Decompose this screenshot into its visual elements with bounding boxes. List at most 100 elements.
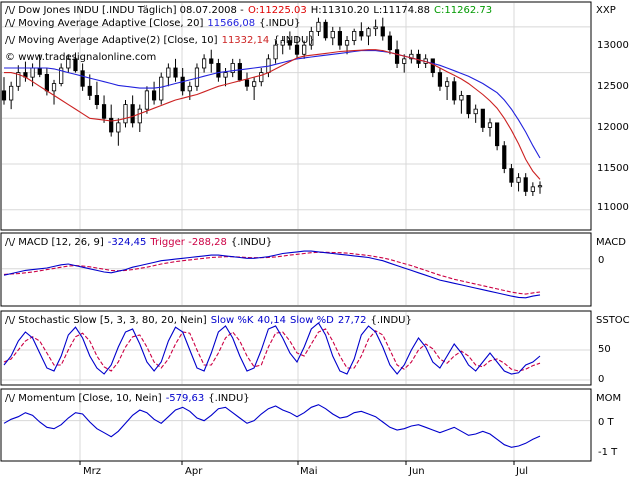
- candle-body: [151, 90, 157, 101]
- grid-layer: [2, 3, 590, 465]
- stoch-axis-label: SSTOC: [596, 315, 630, 326]
- macd-series-layer: [2, 250, 590, 299]
- candle-body: [523, 177, 528, 192]
- chart-legend-icon: /\/: [5, 18, 18, 29]
- candle-body: [209, 58, 214, 64]
- candle-body: [323, 21, 328, 39]
- macd-legend-line: /\/ MACD [12, 26, 9] -324,45 Trigger -288,2…: [5, 237, 272, 248]
- close-value: C:11262.73: [434, 5, 492, 16]
- candle-body: [444, 81, 450, 87]
- main-y-tick: 12000: [597, 122, 629, 133]
- main-panel-frame[interactable]: [0, 1, 592, 231]
- candle-body: [273, 44, 278, 60]
- stoch-panel-frame[interactable]: [0, 310, 592, 386]
- candle-body: [166, 67, 171, 78]
- candle-body: [16, 72, 21, 87]
- symbol-header: Dow Jones INDU [.INDU Täglich] 08.07.200…: [18, 5, 244, 16]
- ma20-symbol: {.INDU}: [259, 18, 300, 29]
- high-value: H:11310.20: [311, 5, 370, 16]
- mom-y-tick: 0 T: [598, 417, 615, 428]
- main-y-tick: 11500: [597, 163, 629, 174]
- stoch-d-value: 27,72: [338, 315, 367, 326]
- ma10-value: 11332,14: [222, 35, 270, 46]
- mom-panel-frame[interactable]: [0, 388, 592, 462]
- main-legend-line: /\/ Dow Jones INDU [.INDU Täglich] 08.07…: [5, 5, 492, 16]
- candle-body: [123, 104, 128, 124]
- candle-body: [101, 104, 107, 119]
- chart-legend-icon: /\/: [5, 393, 18, 404]
- trigger-label: Trigger: [149, 237, 185, 248]
- momentum-series-layer: [2, 404, 590, 448]
- candle-body: [66, 58, 71, 69]
- candle-body: [502, 145, 507, 169]
- ma20-value: 11566,08: [207, 18, 255, 29]
- candle-body: [9, 85, 14, 101]
- candle-body: [280, 40, 285, 46]
- ma10-label: Moving Average Adaptive(2) [Close, 10]: [18, 35, 217, 46]
- candle-body: [216, 63, 221, 78]
- stoch-d-label: Slow %D: [290, 315, 334, 326]
- candle-body: [309, 31, 314, 46]
- candle-body: [230, 63, 235, 73]
- mom-legend-line: /\/ Momentum [Close, 10, Nein] -579,63 {.I…: [5, 393, 250, 404]
- trigger-line: [3, 251, 541, 295]
- mom-y-tick: -1 T: [598, 447, 618, 458]
- main-axis-label: XXP: [596, 5, 616, 16]
- candle-body: [459, 95, 464, 101]
- low-value: L:11174.88: [373, 5, 430, 16]
- macd-symbol: {.INDU}: [231, 237, 272, 248]
- candle-body: [516, 177, 521, 183]
- stoch-k-line: [3, 322, 541, 375]
- candle-body: [430, 58, 435, 73]
- main-y-tick: 13000: [597, 40, 629, 51]
- candle-body: [259, 72, 264, 83]
- candle-body: [237, 63, 242, 81]
- candle-body: [244, 79, 250, 87]
- copyright-icon: ©: [5, 52, 18, 63]
- macd-panel-frame[interactable]: [0, 232, 592, 307]
- candle-body: [194, 67, 200, 87]
- candle-body: [352, 31, 357, 41]
- candle-body: [330, 31, 335, 39]
- candle-body: [51, 83, 57, 92]
- candle-body: [359, 31, 364, 37]
- macd-label: MACD [12, 26, 9]: [18, 237, 104, 248]
- candle-body: [287, 40, 292, 46]
- candle-body: [387, 35, 393, 51]
- price-series-layer: [1, 17, 543, 196]
- candle-body: [409, 53, 414, 60]
- stoch-k-value: 40,14: [257, 315, 286, 326]
- watermark-line: © www.tradesignalonline.com: [5, 52, 156, 63]
- candle-body: [316, 21, 321, 32]
- candle-body: [487, 122, 493, 128]
- candle-body: [223, 72, 228, 78]
- candle-body: [180, 76, 185, 92]
- candle-body: [252, 81, 257, 87]
- candle-body: [187, 85, 192, 92]
- candle-body: [37, 67, 42, 75]
- candle-body: [144, 90, 150, 110]
- main-y-tick: 11000: [597, 202, 629, 213]
- open-value: O:11225.03: [248, 5, 307, 16]
- macd-y-tick: 0: [598, 255, 604, 266]
- stoch-k-label: Slow %K: [211, 315, 254, 326]
- stoch-y-tick: 50: [598, 344, 611, 355]
- stoch-y-tick: 0: [598, 374, 604, 385]
- trigger-value: -288,28: [188, 237, 227, 248]
- macd-axis-label: MACD: [596, 237, 626, 248]
- watermark-text: www.tradesignalonline.com: [18, 52, 156, 63]
- stoch-legend-line: /\/ Stochastic Slow [5, 3, 3, 80, 20, Ne…: [5, 315, 412, 326]
- chart-legend-icon: /\/: [5, 5, 18, 16]
- momentum-line: [3, 404, 541, 448]
- candle-body: [437, 72, 443, 87]
- ma20-legend-line: /\/ Moving Average Adaptive [Close, 20] 1…: [5, 18, 301, 29]
- candle-body: [137, 108, 142, 124]
- candle-body: [344, 40, 350, 46]
- mom-axis-label: MOM: [596, 393, 621, 404]
- candle-body: [130, 104, 135, 124]
- candle-body: [116, 122, 121, 133]
- stoch-d-line: [3, 328, 541, 372]
- candle-body: [59, 67, 64, 84]
- chart-legend-icon: /\/: [5, 237, 18, 248]
